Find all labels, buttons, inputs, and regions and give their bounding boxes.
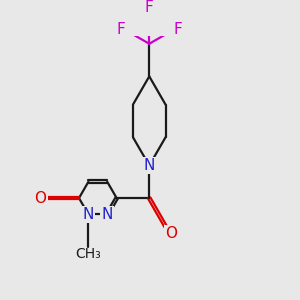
Text: O: O bbox=[166, 226, 178, 242]
Text: F: F bbox=[145, 0, 154, 15]
Text: O: O bbox=[34, 190, 46, 206]
Text: N: N bbox=[144, 158, 155, 173]
Text: N: N bbox=[101, 207, 113, 222]
Text: F: F bbox=[116, 22, 125, 37]
Text: N: N bbox=[83, 207, 94, 222]
Text: F: F bbox=[174, 22, 182, 37]
Text: CH₃: CH₃ bbox=[76, 247, 101, 261]
